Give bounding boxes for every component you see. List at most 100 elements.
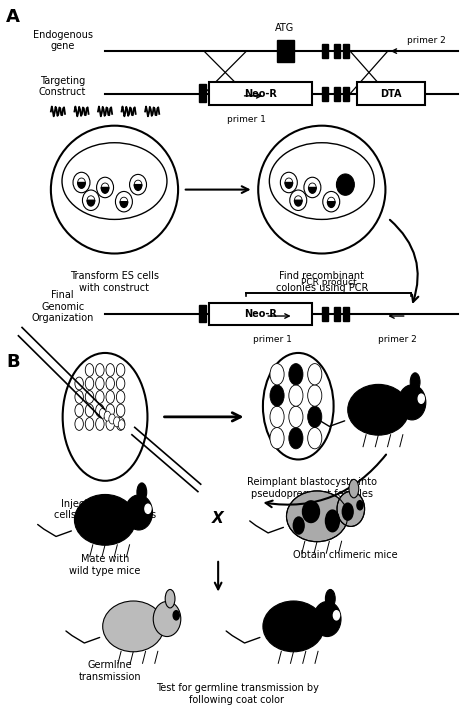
- Text: DTA: DTA: [381, 88, 402, 98]
- Ellipse shape: [263, 601, 324, 652]
- Wedge shape: [101, 188, 109, 193]
- Ellipse shape: [285, 178, 292, 187]
- Circle shape: [289, 428, 303, 448]
- Circle shape: [270, 428, 284, 448]
- Circle shape: [96, 404, 104, 417]
- Bar: [343, 44, 349, 58]
- Ellipse shape: [313, 602, 341, 637]
- Circle shape: [75, 418, 83, 431]
- Text: X: X: [212, 511, 224, 526]
- Circle shape: [117, 391, 125, 404]
- Text: B: B: [6, 353, 20, 371]
- Circle shape: [63, 353, 147, 481]
- Circle shape: [114, 417, 120, 427]
- Ellipse shape: [97, 178, 114, 198]
- Bar: [334, 307, 340, 321]
- Circle shape: [104, 411, 111, 421]
- Circle shape: [85, 377, 94, 390]
- Circle shape: [96, 364, 104, 376]
- Text: Mate with
wild type mice: Mate with wild type mice: [69, 554, 141, 575]
- Ellipse shape: [337, 491, 365, 526]
- Circle shape: [308, 364, 322, 385]
- Ellipse shape: [165, 590, 175, 608]
- Text: primer 1: primer 1: [227, 115, 266, 124]
- Circle shape: [270, 364, 284, 385]
- Circle shape: [100, 409, 106, 419]
- Ellipse shape: [398, 385, 426, 420]
- Text: Targeting
Construct: Targeting Construct: [39, 76, 86, 98]
- Circle shape: [75, 377, 83, 390]
- Bar: [277, 41, 293, 62]
- Circle shape: [106, 404, 115, 417]
- Ellipse shape: [51, 125, 178, 254]
- Circle shape: [117, 404, 125, 417]
- Ellipse shape: [342, 503, 354, 521]
- Wedge shape: [78, 183, 85, 188]
- Wedge shape: [134, 185, 142, 190]
- Text: Final
Genomic
Organization: Final Genomic Organization: [31, 290, 94, 324]
- Ellipse shape: [337, 174, 355, 195]
- Wedge shape: [328, 202, 335, 207]
- Wedge shape: [309, 188, 316, 193]
- Circle shape: [173, 611, 179, 620]
- Circle shape: [118, 420, 125, 430]
- Circle shape: [75, 391, 83, 404]
- Circle shape: [109, 414, 116, 424]
- Bar: [322, 86, 328, 101]
- Ellipse shape: [410, 373, 420, 391]
- Circle shape: [289, 364, 303, 385]
- Ellipse shape: [292, 516, 305, 535]
- Text: Transform ES cells
with construct: Transform ES cells with construct: [70, 271, 159, 293]
- Ellipse shape: [137, 483, 147, 501]
- Ellipse shape: [325, 509, 340, 533]
- Ellipse shape: [328, 198, 335, 206]
- Bar: [199, 304, 206, 322]
- Circle shape: [106, 418, 115, 431]
- Circle shape: [85, 391, 94, 404]
- Ellipse shape: [290, 190, 307, 210]
- Circle shape: [333, 611, 339, 620]
- Ellipse shape: [286, 491, 348, 542]
- Wedge shape: [294, 200, 302, 206]
- Circle shape: [308, 385, 322, 406]
- Ellipse shape: [269, 143, 374, 220]
- Text: Germline
transmission: Germline transmission: [79, 660, 141, 682]
- Text: Test for germline transmission by
following coat color: Test for germline transmission by follow…: [155, 683, 319, 704]
- Circle shape: [308, 406, 322, 428]
- Bar: [322, 44, 328, 58]
- Ellipse shape: [280, 173, 297, 193]
- Bar: [334, 44, 340, 58]
- Text: PCR product: PCR product: [301, 278, 357, 287]
- Circle shape: [418, 394, 424, 404]
- Wedge shape: [120, 202, 128, 207]
- Ellipse shape: [78, 178, 85, 187]
- Bar: [209, 83, 312, 105]
- Circle shape: [270, 385, 284, 406]
- Ellipse shape: [349, 479, 359, 498]
- Text: Endogenous
gene: Endogenous gene: [33, 30, 92, 51]
- Circle shape: [145, 504, 151, 513]
- Ellipse shape: [87, 196, 95, 205]
- Text: Obtain chimeric mice: Obtain chimeric mice: [293, 550, 398, 560]
- Circle shape: [85, 364, 94, 376]
- Bar: [343, 307, 349, 321]
- Circle shape: [270, 406, 284, 428]
- FancyArrowPatch shape: [265, 455, 386, 507]
- Circle shape: [96, 391, 104, 404]
- Bar: [209, 302, 312, 325]
- Ellipse shape: [82, 190, 100, 210]
- Ellipse shape: [120, 198, 128, 206]
- Circle shape: [117, 418, 125, 431]
- Ellipse shape: [101, 183, 109, 192]
- Ellipse shape: [302, 500, 320, 523]
- Text: Inject targeted ES
cells into blastocysts: Inject targeted ES cells into blastocyst…: [54, 498, 156, 520]
- Text: A: A: [6, 9, 20, 26]
- Bar: [357, 83, 426, 105]
- Circle shape: [96, 418, 104, 431]
- Circle shape: [117, 364, 125, 376]
- Circle shape: [85, 404, 94, 417]
- Ellipse shape: [73, 173, 90, 193]
- Bar: [322, 307, 328, 321]
- Circle shape: [289, 406, 303, 428]
- Circle shape: [117, 377, 125, 390]
